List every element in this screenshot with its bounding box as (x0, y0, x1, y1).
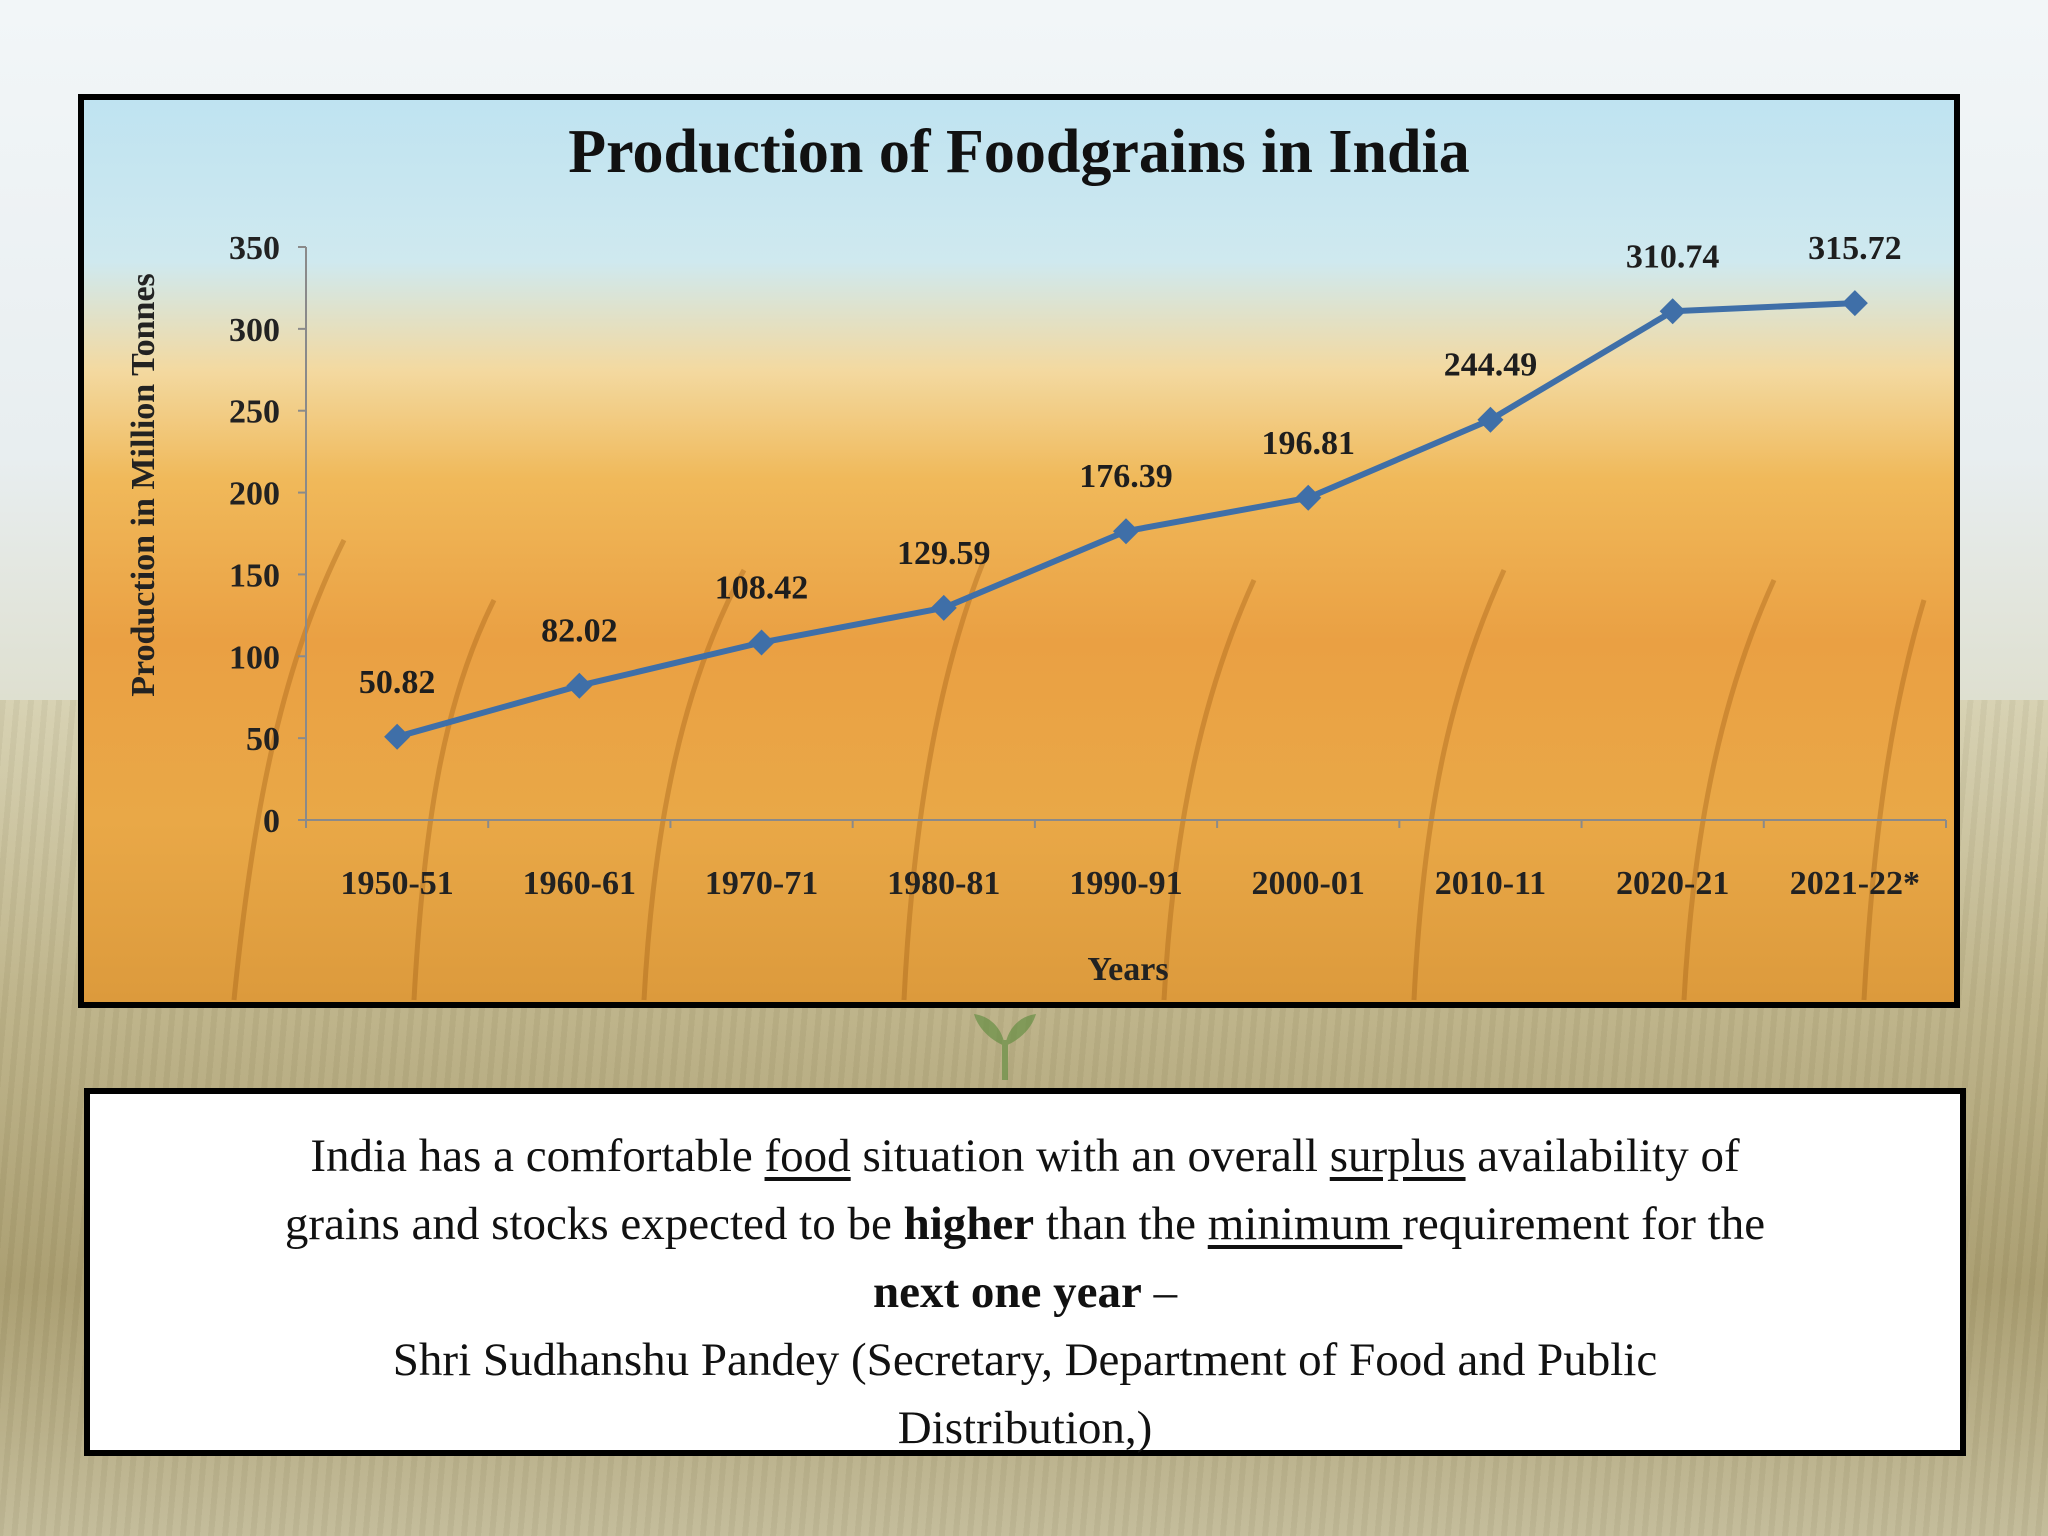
x-tick-label: 1980-81 (887, 865, 1000, 902)
y-tick-label: 250 (229, 394, 280, 431)
y-tick-label: 0 (263, 803, 280, 840)
quote-box: India has a comfortable food situation w… (84, 1088, 1966, 1456)
data-point-marker (1477, 406, 1504, 433)
underlined-word-minimum: minimum (1207, 1198, 1403, 1250)
data-label: 196.81 (1261, 425, 1355, 462)
quote-line-2: grains and stocks expected to be higher … (284, 1198, 1766, 1250)
chart-title: Production of Foodgrains in India (568, 118, 1469, 186)
y-tick-label: 50 (246, 721, 280, 758)
bold-phrase-next-one-year: next one year (872, 1266, 1142, 1318)
x-tick-label: 2020-21 (1616, 865, 1729, 902)
x-tick-label: 1970-71 (705, 865, 818, 902)
data-point-marker (1841, 290, 1868, 317)
data-label: 176.39 (1079, 458, 1173, 495)
y-tick-label: 150 (229, 557, 280, 594)
data-point-marker (930, 594, 957, 621)
sprout-icon (974, 1014, 1036, 1080)
x-tick-label: 2021-22* (1790, 865, 1920, 902)
x-tick-label: 2010-11 (1435, 865, 1546, 902)
data-label: 310.74 (1626, 238, 1720, 275)
x-tick-label: 1950-51 (340, 865, 453, 902)
data-point-marker (1113, 518, 1139, 545)
data-point-marker (566, 672, 593, 699)
underlined-word-surplus: surplus (1329, 1130, 1466, 1182)
y-axis-label: Production in Million Tonnes (125, 273, 162, 697)
y-tick-label: 350 (229, 230, 280, 267)
y-tick-label: 200 (229, 476, 280, 513)
chart-panel: Production of Foodgrains in India Produc… (78, 94, 1960, 1008)
x-tick-label: 2000-01 (1252, 865, 1365, 902)
quote-line-1: India has a comfortable food situation w… (310, 1130, 1740, 1182)
quote-attribution: Shri Sudhanshu Pandey (Secretary, Depart… (392, 1334, 1658, 1386)
data-point-marker (384, 723, 411, 750)
data-label: 108.42 (715, 570, 809, 607)
data-point-marker (1295, 484, 1322, 511)
quote-attribution-cont: Distribution,) (897, 1402, 1153, 1454)
data-label: 82.02 (541, 613, 618, 650)
underlined-word-food: food (764, 1130, 851, 1182)
data-label: 129.59 (897, 535, 991, 572)
data-label: 244.49 (1444, 347, 1538, 384)
data-label: 50.82 (359, 664, 436, 701)
y-tick-label: 300 (229, 312, 280, 349)
data-label: 315.72 (1808, 230, 1902, 267)
bold-word-higher: higher (903, 1198, 1035, 1250)
x-tick-label: 1960-61 (523, 865, 636, 902)
line-chart: Production of Foodgrains in India Produc… (125, 118, 1947, 1001)
quote-line-3: next one year – (872, 1266, 1178, 1318)
data-point-marker (1659, 298, 1686, 325)
x-axis-label: Years (1087, 951, 1168, 988)
x-tick-label: 1990-91 (1069, 865, 1182, 902)
wheat-decoration (231, 538, 1927, 1001)
data-point-marker (748, 629, 775, 656)
y-tick-label: 100 (229, 639, 280, 676)
